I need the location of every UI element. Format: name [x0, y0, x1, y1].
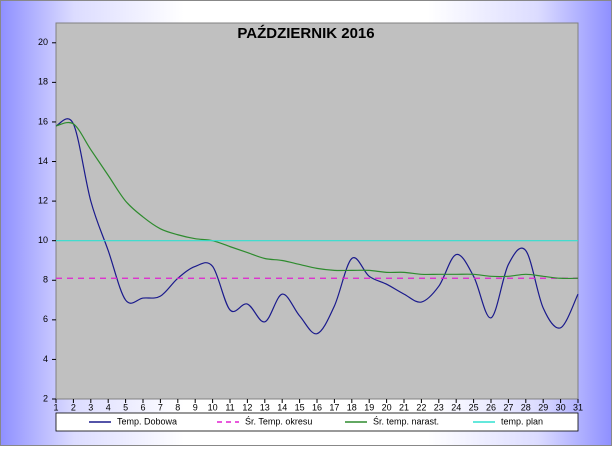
x-tick-label: 20	[382, 402, 392, 412]
x-tick-label: 1	[53, 402, 58, 412]
chart-title: PAŹDZIERNIK 2016	[237, 25, 374, 42]
x-tick-label: 21	[399, 402, 409, 412]
x-tick-label: 30	[556, 402, 566, 412]
legend-label: temp. plan	[501, 416, 543, 426]
x-tick-label: 9	[193, 402, 198, 412]
x-tick-label: 27	[503, 402, 513, 412]
y-tick-label: 8	[43, 275, 48, 285]
x-tick-label: 25	[469, 402, 479, 412]
x-tick-label: 2	[71, 402, 76, 412]
x-tick-label: 18	[347, 402, 357, 412]
x-tick-label: 3	[88, 402, 93, 412]
y-tick-label: 12	[38, 195, 48, 205]
x-tick-label: 10	[208, 402, 218, 412]
y-tick-label: 14	[38, 156, 48, 166]
x-tick-label: 22	[416, 402, 426, 412]
x-tick-label: 13	[260, 402, 270, 412]
y-tick-label: 2	[43, 393, 48, 403]
y-tick-label: 10	[38, 235, 48, 245]
x-tick-label: 11	[225, 402, 234, 412]
y-tick-label: 6	[43, 314, 48, 324]
x-tick-label: 5	[123, 402, 128, 412]
x-tick-label: 17	[329, 402, 339, 412]
x-tick-label: 19	[364, 402, 374, 412]
y-tick-label: 20	[38, 37, 48, 47]
x-tick-label: 26	[486, 402, 496, 412]
legend-label: Śr. Temp. okresu	[245, 415, 312, 426]
legend-label: Temp. Dobowa	[117, 416, 177, 426]
legend	[55, 412, 579, 432]
x-tick-label: 7	[158, 402, 163, 412]
x-tick-label: 8	[175, 402, 180, 412]
x-tick-label: 14	[277, 402, 287, 412]
series-line	[55, 121, 579, 280]
x-tick-label: 23	[434, 402, 444, 412]
x-tick-label: 16	[312, 402, 322, 412]
x-tick-label: 31	[573, 402, 583, 412]
x-tick-label: 29	[538, 402, 548, 412]
x-tick-label: 28	[521, 402, 531, 412]
series-line	[55, 118, 579, 335]
legend-label: Śr. temp. narast.	[373, 415, 439, 426]
y-tick-label: 16	[38, 116, 48, 126]
y-tick-label: 18	[38, 77, 48, 87]
plot-area	[55, 22, 579, 400]
x-tick-label: 12	[242, 402, 252, 412]
x-tick-label: 6	[140, 402, 145, 412]
y-tick-label: 4	[43, 354, 48, 364]
x-tick-label: 15	[295, 402, 305, 412]
x-tick-label: 4	[106, 402, 111, 412]
x-tick-label: 24	[451, 402, 461, 412]
